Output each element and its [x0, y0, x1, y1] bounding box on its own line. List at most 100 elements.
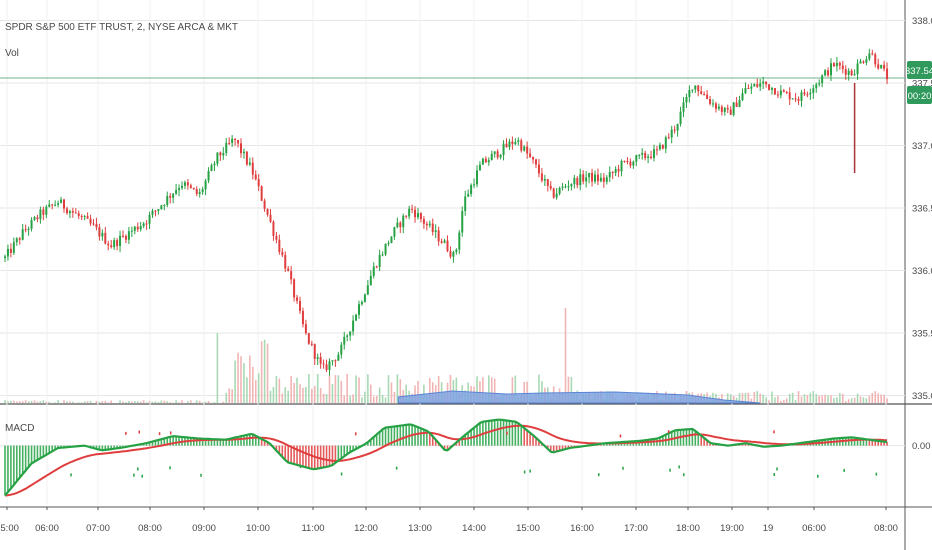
- macd-histogram-bar: [688, 429, 691, 446]
- macd-histogram-bar: [328, 445, 331, 467]
- candle-body: [296, 297, 299, 301]
- candle-body: [260, 186, 263, 201]
- macd-histogram-bar: [396, 426, 399, 446]
- volume-bar: [346, 373, 348, 403]
- macd-histogram-bar: [169, 436, 171, 446]
- candle-body: [835, 62, 838, 67]
- candle-body: [788, 92, 791, 100]
- price-tick-label: 337.50: [912, 79, 932, 90]
- volume-bar: [249, 355, 251, 403]
- candle-body: [549, 185, 552, 189]
- volume-bar: [721, 394, 723, 403]
- candle-body: [39, 209, 42, 220]
- volume-bar: [296, 377, 298, 403]
- candle-body: [331, 360, 334, 362]
- volume-bar: [302, 387, 304, 403]
- candle-body: [51, 204, 54, 206]
- macd-histogram-bar: [16, 445, 18, 482]
- candle-body: [800, 92, 803, 101]
- candle-body: [402, 215, 405, 228]
- candle-body: [886, 68, 889, 80]
- volume-bar: [107, 402, 110, 403]
- candle-body: [535, 159, 537, 165]
- volume-bar: [387, 375, 390, 403]
- volume-bar: [862, 397, 865, 403]
- candle-body: [358, 304, 360, 315]
- volume-bar: [63, 400, 65, 403]
- volume-bar: [95, 400, 98, 403]
- candle-body: [340, 344, 343, 355]
- volume-bar: [190, 400, 192, 403]
- macd-histogram-bar: [372, 437, 375, 446]
- volume-bar: [378, 387, 381, 403]
- candle-body: [301, 310, 304, 325]
- volume-bar: [69, 401, 71, 403]
- candle-body: [21, 229, 24, 240]
- macd-histogram-bar: [349, 445, 351, 453]
- candle-body: [166, 195, 169, 205]
- macd-cross-marker: [138, 430, 140, 434]
- candle-body: [626, 161, 629, 163]
- candle-body: [207, 170, 210, 181]
- volume-bar: [36, 401, 39, 403]
- macd-histogram-bar: [119, 445, 121, 448]
- volume-bar: [166, 401, 169, 403]
- candle-body: [620, 160, 623, 172]
- macd-histogram-bar: [325, 445, 328, 467]
- candle-body: [328, 361, 331, 370]
- candle-body: [576, 178, 579, 186]
- candle-body: [48, 204, 51, 207]
- candle-body: [543, 179, 546, 181]
- macd-histogram-bar: [564, 445, 567, 450]
- candle-body: [818, 83, 821, 85]
- volume-bar: [325, 393, 328, 403]
- volume-bar: [771, 391, 773, 403]
- macd-cross-marker: [598, 473, 600, 477]
- candle-body: [647, 156, 650, 158]
- volume-bar: [868, 395, 871, 403]
- macd-histogram-bar: [856, 438, 859, 446]
- candle-body: [272, 221, 275, 236]
- macd-histogram-bar: [246, 434, 248, 446]
- volume-bar: [375, 395, 378, 403]
- candle-body: [650, 156, 653, 158]
- volume-bar: [370, 384, 372, 403]
- candle-body: [720, 106, 723, 112]
- macd-histogram-bar: [561, 445, 564, 450]
- volume-bar: [104, 401, 107, 403]
- macd-histogram-bar: [201, 438, 204, 446]
- volume-bar: [753, 391, 756, 403]
- candle-body: [299, 300, 301, 311]
- candle-body: [257, 179, 260, 187]
- volume-bar: [788, 393, 791, 403]
- candle-body: [703, 93, 706, 95]
- volume-bar: [514, 375, 517, 403]
- volume-bar: [839, 393, 841, 403]
- candle-body: [694, 85, 697, 90]
- candle-body: [602, 177, 605, 182]
- volume-bar: [836, 397, 838, 403]
- candle-body: [611, 171, 614, 174]
- candle-body: [682, 102, 685, 112]
- macd-histogram-bar: [278, 445, 281, 454]
- candle-body: [192, 187, 195, 190]
- macd-histogram-bar: [547, 445, 549, 449]
- macd-histogram-bar: [423, 429, 425, 446]
- candle-body: [726, 107, 729, 110]
- volume-bar: [198, 400, 201, 403]
- volume-bar: [490, 377, 493, 403]
- time-tick-label: 12:00: [354, 523, 378, 534]
- candle-body: [269, 214, 272, 222]
- candle-body: [806, 94, 809, 96]
- candle-body: [6, 248, 9, 257]
- candle-body: [797, 99, 800, 101]
- time-tick-label: 14:00: [462, 523, 486, 534]
- volume-bar: [231, 389, 233, 403]
- candle-body: [670, 129, 673, 138]
- macd-cross-marker: [340, 472, 343, 476]
- candle-body: [154, 210, 157, 212]
- candle-body: [195, 189, 198, 194]
- candle-body: [222, 153, 225, 156]
- candle-body: [599, 177, 602, 182]
